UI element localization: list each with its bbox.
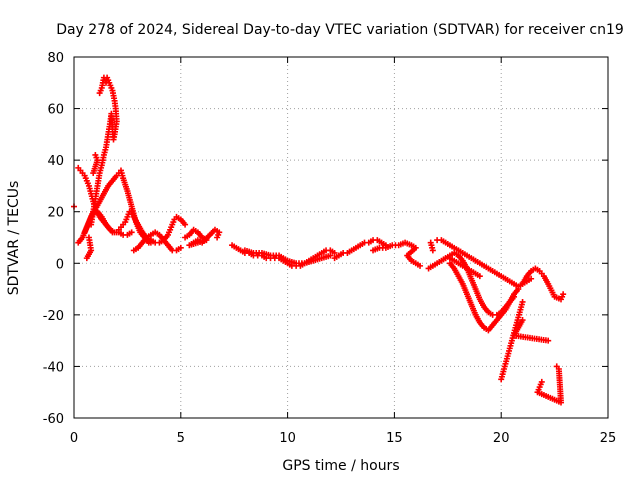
data-point — [177, 244, 184, 251]
data-point — [528, 275, 535, 282]
data-point — [327, 252, 334, 259]
y-axis-label: SDTVAR / TECUs — [6, 181, 22, 296]
data-point — [429, 247, 436, 254]
axes-ticks: 0 5 10 15 20 25 -60 -40 -20 0 20 40 60 80 — [43, 51, 617, 446]
series-s17b — [446, 260, 522, 334]
data-point — [519, 317, 526, 324]
data-point — [182, 221, 189, 228]
data-point — [476, 273, 483, 280]
x-axis-label: GPS time / hours — [282, 458, 399, 474]
data-point — [519, 298, 526, 305]
data-point — [560, 291, 567, 298]
series-s15 — [370, 239, 424, 269]
series-s5 — [182, 226, 223, 249]
grid — [74, 57, 608, 418]
series-s17a — [434, 237, 535, 290]
data-point — [92, 151, 99, 158]
y-tick-label: 40 — [47, 154, 64, 169]
data-point — [214, 234, 221, 241]
data-point — [128, 229, 135, 236]
data-point — [538, 378, 545, 385]
x-tick-label: 25 — [600, 431, 617, 446]
series-s17d — [425, 255, 483, 280]
plot-frame — [73, 56, 609, 419]
data-point — [331, 249, 338, 256]
series-late — [427, 239, 567, 406]
x-tick-label: 20 — [493, 431, 510, 446]
data-point — [417, 262, 424, 269]
chart-title: Day 278 of 2024, Sidereal Day-to-day VTE… — [56, 22, 624, 38]
data-point — [85, 234, 92, 241]
y-tick-label: 0 — [56, 257, 64, 272]
data-points — [71, 74, 567, 406]
x-tick-label: 15 — [386, 431, 403, 446]
y-tick-label: -60 — [43, 412, 64, 427]
series-s3b — [143, 213, 189, 246]
data-point — [511, 293, 518, 300]
x-tick-label: 0 — [70, 431, 78, 446]
series-s12 — [331, 237, 389, 262]
y-tick-label: -20 — [43, 309, 64, 324]
y-tick-label: 60 — [47, 103, 64, 118]
x-tick-label: 5 — [177, 431, 185, 446]
x-tick-label: 10 — [279, 431, 296, 446]
series-mid1 — [81, 208, 135, 238]
y-tick-label: 80 — [47, 51, 64, 66]
y-tick-label: -40 — [43, 360, 64, 375]
series-s7b — [241, 247, 334, 267]
data-point — [515, 286, 522, 293]
y-tick-label: 20 — [47, 206, 64, 221]
